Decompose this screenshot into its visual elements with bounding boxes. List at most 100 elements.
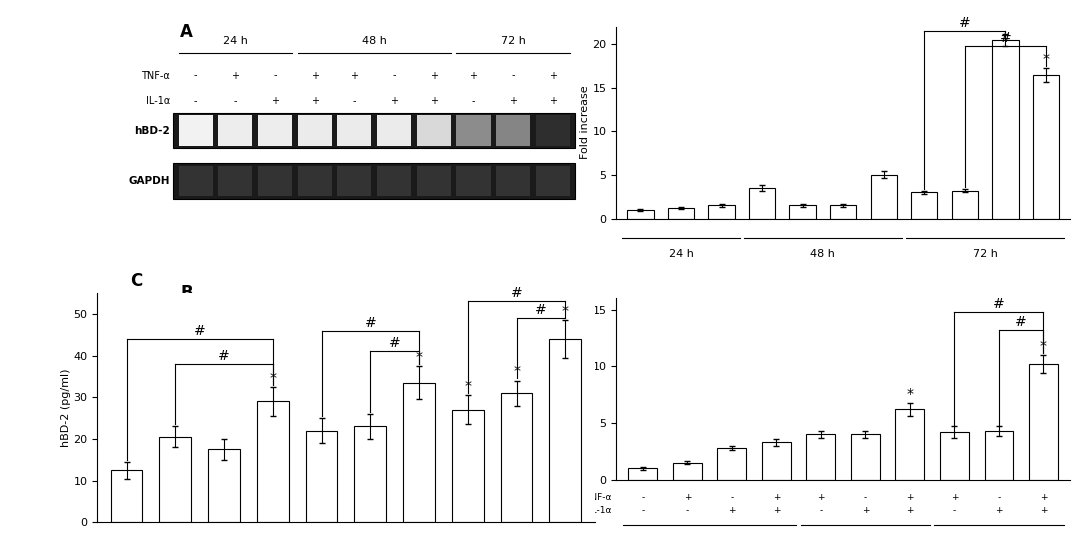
Text: +: + (469, 330, 478, 341)
Text: +: + (231, 70, 239, 80)
Bar (218, 166, 252, 197)
Text: -: - (471, 355, 476, 365)
Bar (416, 115, 451, 146)
Text: #: # (1015, 316, 1027, 329)
Bar (355, 426, 386, 522)
Bar (627, 210, 654, 219)
Bar (628, 469, 657, 480)
Bar (456, 166, 491, 197)
Text: 24 h: 24 h (668, 249, 694, 259)
Bar (337, 115, 372, 146)
Text: +: + (906, 494, 913, 502)
Bar (218, 374, 252, 404)
Text: +: + (862, 506, 869, 515)
Text: *: * (269, 370, 277, 385)
Bar (337, 423, 372, 454)
Bar (895, 409, 924, 480)
Text: #: # (993, 297, 1005, 311)
Bar (789, 205, 816, 219)
Text: #: # (535, 303, 547, 317)
Text: +: + (310, 70, 319, 80)
Bar (496, 423, 531, 454)
Bar (258, 166, 292, 197)
Text: -: - (193, 70, 198, 80)
Bar (985, 431, 1014, 480)
Bar (1029, 364, 1058, 480)
Text: TNF-α: TNF-α (585, 494, 612, 502)
Text: #: # (193, 324, 205, 338)
Text: +: + (430, 355, 438, 365)
Text: -: - (998, 494, 1001, 502)
Text: IL-1α: IL-1α (146, 355, 171, 365)
Text: +: + (549, 70, 557, 80)
Text: +: + (390, 96, 398, 106)
Text: 72 h: 72 h (973, 249, 998, 259)
Text: 72 h: 72 h (501, 296, 525, 306)
Text: -: - (819, 506, 823, 515)
Text: +: + (996, 506, 1003, 515)
Text: #: # (510, 286, 522, 300)
Text: *: * (465, 379, 471, 393)
Bar (258, 423, 292, 454)
Text: *: * (415, 350, 423, 364)
Bar (496, 115, 531, 146)
Bar (209, 449, 240, 522)
Text: 48 h: 48 h (382, 296, 406, 306)
Text: A: A (181, 23, 193, 41)
Bar (178, 166, 213, 197)
Text: -: - (273, 70, 277, 80)
Text: +: + (1040, 494, 1047, 502)
Bar (173, 113, 575, 148)
Bar (258, 115, 292, 146)
Text: β-actin: β-actin (129, 433, 171, 443)
Text: 24 h: 24 h (223, 36, 248, 46)
Bar (496, 166, 531, 197)
Y-axis label: hBD-2 (pg/ml): hBD-2 (pg/ml) (61, 368, 70, 447)
Text: TNF-α: TNF-α (142, 70, 171, 80)
Text: -: - (392, 330, 396, 341)
Text: +: + (430, 96, 438, 106)
Text: 24 h: 24 h (243, 296, 268, 306)
Text: -: - (641, 494, 644, 502)
Bar (830, 205, 856, 219)
Bar (377, 115, 411, 146)
Text: -: - (233, 355, 237, 365)
Bar (218, 423, 252, 454)
Y-axis label: Fold increase: Fold increase (579, 352, 589, 426)
Text: -: - (471, 96, 476, 106)
Bar (178, 115, 213, 146)
Bar (870, 175, 897, 219)
Bar (218, 115, 252, 146)
Bar (749, 188, 775, 219)
Text: 48 h: 48 h (811, 249, 836, 259)
Text: +: + (310, 355, 319, 365)
Bar (536, 423, 570, 454)
Text: +: + (469, 70, 478, 80)
Text: +: + (549, 96, 557, 106)
Bar (377, 374, 411, 404)
Bar (377, 166, 411, 197)
Text: -: - (193, 330, 198, 341)
Text: *: * (907, 387, 913, 401)
Bar (173, 421, 575, 456)
Bar (549, 339, 582, 522)
Text: +: + (430, 330, 438, 341)
Bar (456, 374, 491, 404)
Bar (173, 372, 575, 407)
Text: hBD-2: hBD-2 (134, 384, 171, 394)
Text: +: + (271, 96, 279, 106)
Bar (337, 166, 372, 197)
Bar (297, 166, 332, 197)
Bar (416, 166, 451, 197)
Text: -: - (864, 494, 867, 502)
Bar (536, 115, 570, 146)
Text: TNF-α: TNF-α (142, 330, 171, 341)
Text: -: - (233, 96, 237, 106)
Text: -: - (731, 494, 734, 502)
Bar (940, 432, 969, 480)
Text: 72 h: 72 h (501, 36, 525, 46)
Text: +: + (906, 506, 913, 515)
Bar (718, 448, 746, 480)
Text: -: - (193, 96, 198, 106)
Text: -: - (511, 330, 515, 341)
